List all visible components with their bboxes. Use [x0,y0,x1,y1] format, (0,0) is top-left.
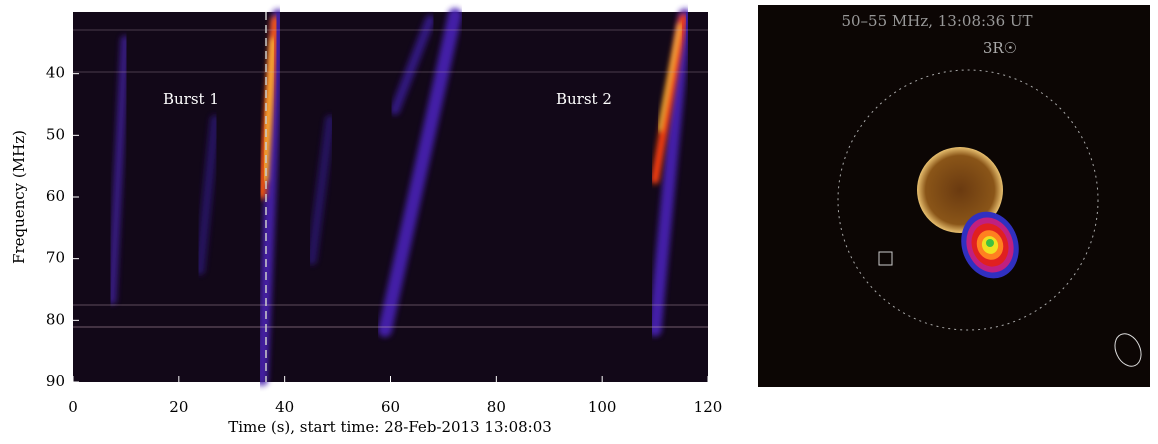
x-tick-label: 40 [275,398,294,416]
burst-emission [107,35,130,305]
y-tick-label: 40 [46,64,65,82]
burst-emission [256,9,284,386]
burst-emission [658,23,682,132]
annotation: Burst 2 [556,90,612,108]
field-circle [837,69,1099,331]
annotation: 3R☉ [983,39,1017,57]
y-tick-label: 70 [46,249,65,267]
x-axis-label: Time (s), start time: 28-Feb-2013 13:08:… [228,418,552,436]
x-tick-label: 80 [487,398,506,416]
y-axis-label: Frequency (MHz) [10,130,28,264]
y-tick-label: 90 [46,372,65,390]
x-tick-label: 0 [68,398,78,416]
x-tick-label: 100 [588,398,617,416]
x-tick-label: 20 [169,398,188,416]
source-peak [986,239,994,247]
y-tick-label: 60 [46,187,65,205]
annotation: Burst 1 [163,90,219,108]
burst-emission [390,15,435,115]
burst-emission [307,115,335,265]
burst-emission [651,14,687,184]
x-tick-label: 120 [694,398,723,416]
image-panel: 50–55 MHz, 13:08:36 UT 3R☉ [758,5,1150,387]
burst-emission [378,8,462,337]
y-tick-label: 80 [46,310,65,328]
burst-emission [195,115,220,275]
sun-disk [917,147,1003,233]
beam [1114,333,1142,367]
box-marker [878,251,893,266]
x-tick-label: 60 [381,398,400,416]
y-tick-label: 50 [46,125,65,143]
image-title: 50–55 MHz, 13:08:36 UT [841,12,1032,30]
burst-emission [648,8,692,337]
spectrogram-panel: Burst 1 Burst 2 0 20 40 60 80 100 120 40 50 60 70 80 9… [10,8,723,436]
